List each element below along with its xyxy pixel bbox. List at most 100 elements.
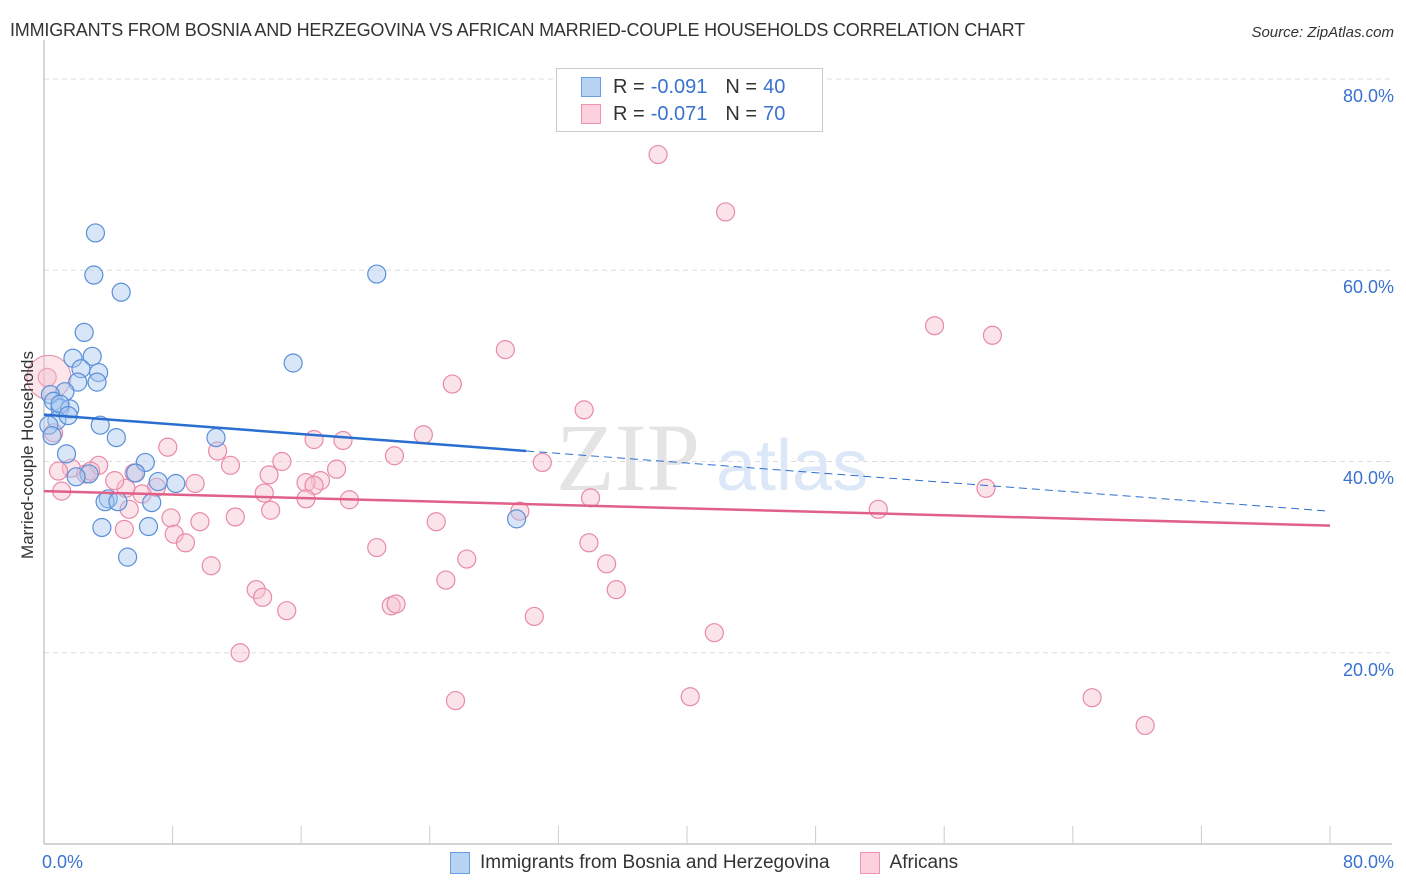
r-label: R = — [613, 75, 645, 98]
data-point — [277, 601, 297, 621]
data-point — [495, 340, 515, 360]
y-tick-40: 40.0% — [1342, 468, 1394, 488]
data-point — [426, 512, 446, 532]
data-point — [648, 144, 668, 165]
n-value-africans: 70 — [763, 102, 786, 125]
data-point — [507, 509, 527, 529]
data-point — [367, 264, 387, 284]
data-point — [524, 606, 544, 627]
gridlines — [44, 78, 1392, 654]
data-point — [175, 533, 196, 553]
data-point — [253, 587, 273, 607]
bosnia-points — [39, 223, 527, 567]
data-point — [367, 537, 387, 558]
data-point — [384, 446, 405, 466]
data-point — [580, 488, 601, 508]
data-point — [92, 517, 112, 538]
data-point — [680, 687, 700, 707]
data-point — [982, 325, 1003, 345]
data-point — [166, 473, 186, 494]
chart-title: IMMIGRANTS FROM BOSNIA AND HERZEGOVINA V… — [10, 20, 1025, 40]
data-point — [66, 467, 86, 487]
legend-item-africans: Africans — [859, 852, 959, 874]
r-value-bosnia: -0.091 — [650, 75, 708, 98]
data-point — [142, 493, 162, 513]
data-point — [715, 202, 736, 222]
axes — [43, 40, 1392, 845]
data-point — [63, 348, 83, 368]
n-label: N = — [725, 75, 758, 98]
data-point — [924, 316, 945, 336]
data-point — [597, 554, 617, 574]
data-point — [304, 429, 324, 450]
pink-swatch-icon — [581, 104, 601, 124]
legend-label-africans: Africans — [889, 852, 959, 873]
data-point — [126, 463, 146, 483]
data-point — [135, 452, 155, 473]
data-point — [85, 223, 106, 243]
legend-row-bosnia: R = -0.091 N = 40 — [581, 75, 785, 99]
data-point — [117, 547, 138, 567]
data-point — [606, 580, 626, 600]
n-label: N = — [725, 102, 758, 125]
pink-swatch-icon — [859, 852, 880, 874]
legend-row-africans: R = -0.071 N = 70 — [581, 102, 785, 126]
n-value-bosnia: 40 — [763, 75, 786, 98]
data-point — [283, 353, 303, 373]
data-point — [90, 415, 110, 435]
legend-item-bosnia: Immigrants from Bosnia and Herzegovina — [450, 852, 830, 874]
data-point — [272, 451, 292, 472]
data-point — [87, 372, 107, 392]
africans-points — [26, 144, 1155, 736]
trend-lines — [43, 413, 1331, 527]
y-axis-label: Married-couple Households — [18, 351, 37, 559]
r-value-africans: -0.071 — [650, 102, 708, 125]
data-point — [89, 362, 109, 383]
data-point — [704, 623, 724, 643]
data-point — [42, 426, 62, 446]
x-tick-0: 0.0% — [42, 852, 84, 872]
data-point — [579, 533, 599, 553]
data-point — [254, 483, 274, 503]
bosnia-trend-extension — [526, 450, 1331, 512]
data-point — [48, 461, 69, 481]
blue-swatch-icon — [450, 852, 470, 874]
series-legend: Immigrants from Bosnia and Herzegovina A… — [450, 852, 988, 874]
data-point — [105, 471, 125, 491]
r-label: R = — [613, 102, 645, 125]
data-point — [158, 437, 178, 457]
y-tick-80: 80.0% — [1342, 86, 1394, 106]
data-point — [445, 690, 466, 711]
zipatlas-watermark: ZIP atlas — [556, 404, 868, 511]
y-tick-60: 60.0% — [1342, 277, 1394, 297]
svg-text:ZIP: ZIP — [556, 404, 700, 511]
data-point — [259, 465, 279, 485]
data-point — [119, 499, 139, 519]
data-point — [386, 594, 406, 614]
data-point — [138, 516, 159, 537]
data-point — [220, 455, 241, 475]
data-point — [82, 346, 102, 366]
data-point — [261, 500, 281, 520]
bosnia-trend-line — [43, 413, 527, 453]
data-point — [230, 643, 250, 663]
data-point — [50, 394, 70, 414]
data-point — [190, 512, 210, 532]
data-point — [201, 556, 221, 576]
africans-trend-line — [43, 489, 1331, 527]
y-tick-20: 20.0% — [1342, 660, 1394, 680]
data-point — [326, 459, 347, 479]
data-point — [108, 492, 128, 512]
data-point — [106, 427, 126, 448]
data-point — [457, 549, 477, 569]
data-point — [442, 374, 462, 394]
data-point — [246, 580, 266, 600]
data-point — [114, 519, 134, 539]
data-point — [413, 425, 433, 445]
data-point — [532, 452, 552, 473]
data-point — [206, 427, 226, 448]
data-point — [74, 322, 94, 343]
legend-label-bosnia: Immigrants from Bosnia and Herzegovina — [480, 852, 830, 873]
data-point — [868, 499, 888, 519]
